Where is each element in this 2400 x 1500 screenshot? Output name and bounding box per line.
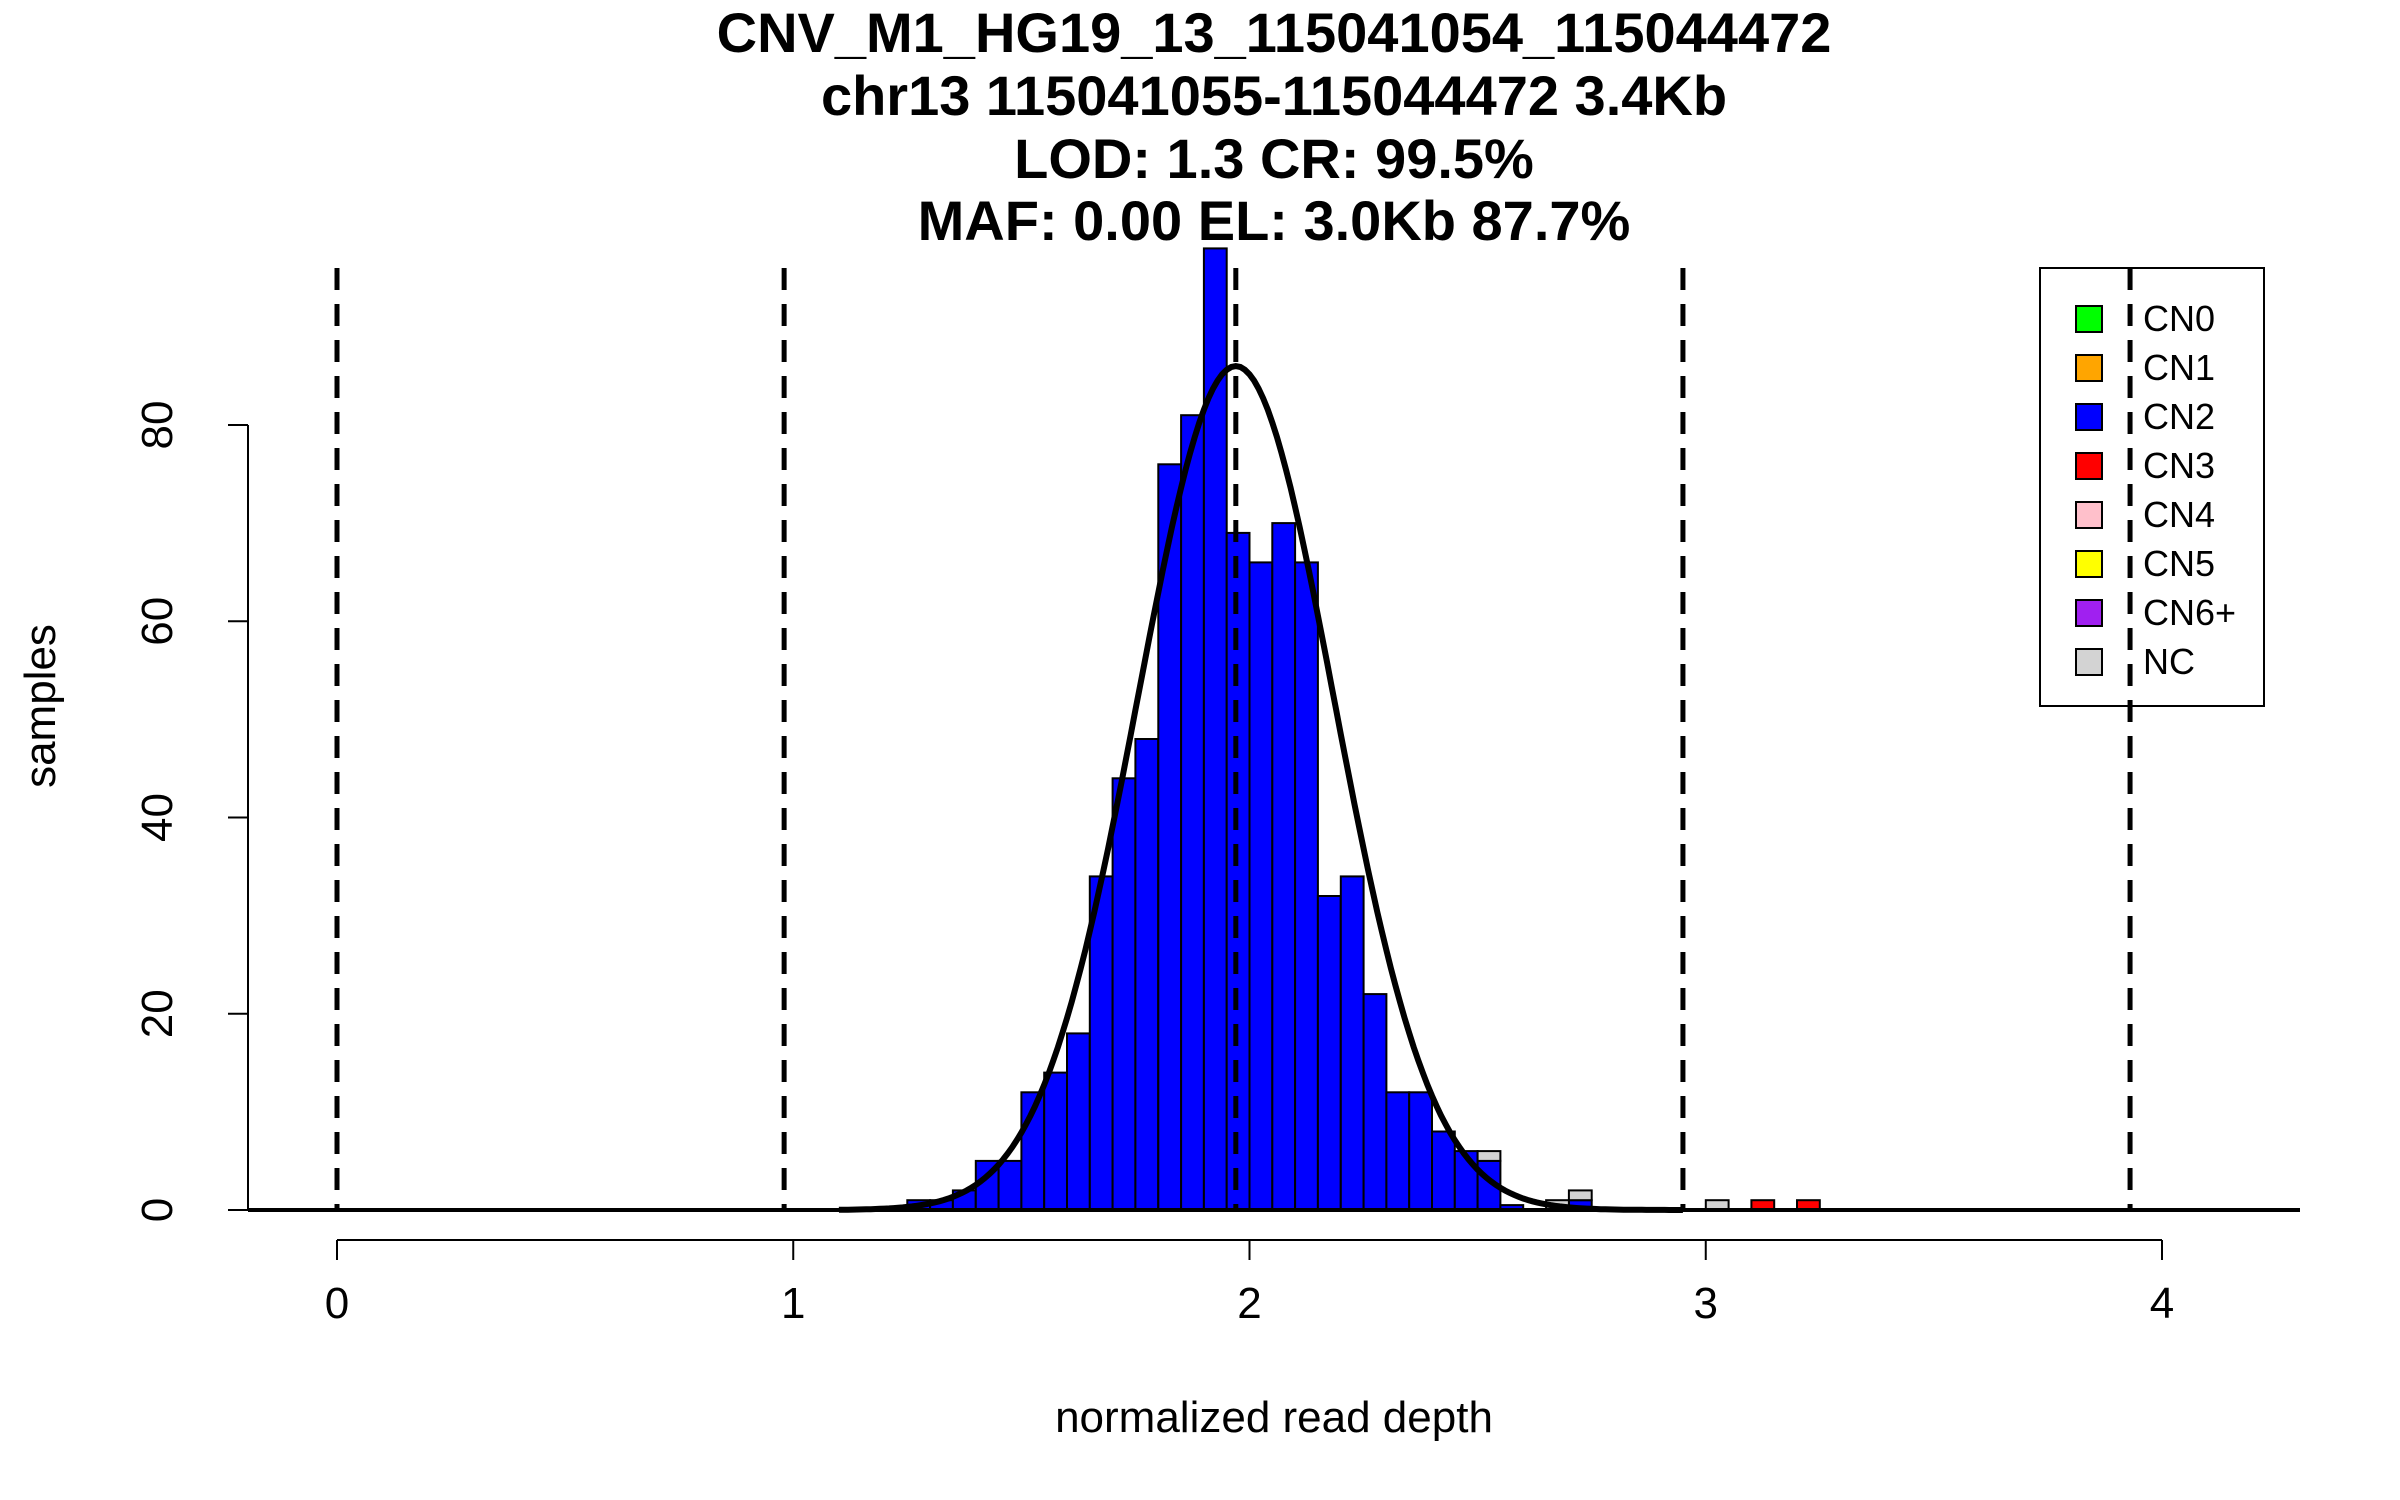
- chart-title: CNV_M1_HG19_13_115041054_115044472 chr13…: [717, 1, 1832, 252]
- cn-boundary-lines: [334, 268, 2133, 1210]
- bar-cn2-4: [997, 1159, 1023, 1212]
- bar-cn2-16: [1271, 522, 1297, 1211]
- bar-cn2-7: [1066, 1032, 1091, 1212]
- legend-swatch-cn2: [2075, 403, 2103, 431]
- legend-label-cn5: CN5: [2143, 543, 2215, 584]
- bar-cn2-18: [1316, 895, 1342, 1211]
- bar-cn2-17: [1294, 561, 1319, 1211]
- bar-cn2-22: [1408, 1091, 1433, 1212]
- legend-label-cn1: CN1: [2143, 347, 2215, 388]
- bar-nc-2: [1567, 1189, 1593, 1202]
- legend: CN0 CN1 CN2 CN3 CN4 CN5 CN6+ NC: [2039, 267, 2265, 707]
- bar-nc-0: [1476, 1150, 1502, 1162]
- x-tick-label-0: 0: [325, 1279, 349, 1328]
- y-tick-label-3: 60: [133, 597, 182, 646]
- bar-cn2-10: [1134, 738, 1160, 1211]
- y-tick-label-4: 80: [133, 401, 182, 450]
- legend-label-cn3: CN3: [2143, 445, 2215, 486]
- bar-cn2-6: [1043, 1071, 1068, 1211]
- bar-cn2-20: [1362, 993, 1388, 1211]
- title-line-2: chr13 115041055-115044472 3.4Kb: [821, 64, 1727, 127]
- bar-cn2-21: [1385, 1091, 1411, 1212]
- legend-swatch-cn1: [2075, 354, 2103, 382]
- x-tick-label-3: 3: [1694, 1279, 1718, 1328]
- legend-swatch-cn0: [2075, 305, 2103, 333]
- legend-swatch-cn6plus: [2075, 599, 2103, 627]
- legend-label-cn6plus: CN6+: [2143, 592, 2236, 633]
- y-tick-label-0: 0: [133, 1198, 182, 1222]
- x-axis: 0 1 2 3 4: [325, 1239, 2174, 1328]
- legend-label-cn0: CN0: [2143, 298, 2215, 339]
- histogram-bars: [906, 247, 1821, 1212]
- title-line-1: CNV_M1_HG19_13_115041054_115044472: [717, 1, 1832, 64]
- title-line-3: LOD: 1.3 CR: 99.5%: [1014, 127, 1534, 190]
- x-tick-label-4: 4: [2150, 1279, 2174, 1328]
- legend-swatch-cn4: [2075, 501, 2103, 529]
- legend-swatch-nc: [2075, 648, 2103, 676]
- y-tick-label-2: 40: [133, 793, 182, 842]
- y-axis: 0 20 40 60 80: [133, 401, 249, 1222]
- legend-label-cn4: CN4: [2143, 494, 2215, 535]
- x-tick-label-2: 2: [1237, 1279, 1261, 1328]
- legend-label-cn2: CN2: [2143, 396, 2215, 437]
- y-axis-label: samples: [16, 624, 65, 788]
- bar-cn2-15: [1248, 561, 1274, 1211]
- title-line-4: MAF: 0.00 EL: 3.0Kb 87.7%: [918, 189, 1631, 252]
- bar-cn2-23: [1431, 1130, 1456, 1211]
- bar-cn2-12: [1180, 414, 1205, 1211]
- bar-cn2-13: [1202, 247, 1228, 1211]
- legend-box: [2039, 267, 2265, 707]
- legend-label-nc: NC: [2143, 641, 2195, 682]
- x-axis-label: normalized read depth: [1055, 1393, 1493, 1442]
- bar-cn2-19: [1339, 875, 1365, 1212]
- x-tick-label-1: 1: [781, 1279, 805, 1328]
- legend-swatch-cn5: [2075, 550, 2103, 578]
- y-tick-label-1: 20: [133, 989, 182, 1038]
- bar-cn2-9: [1111, 777, 1137, 1212]
- fit-curve: [838, 363, 1683, 1213]
- legend-swatch-cn3: [2075, 452, 2103, 480]
